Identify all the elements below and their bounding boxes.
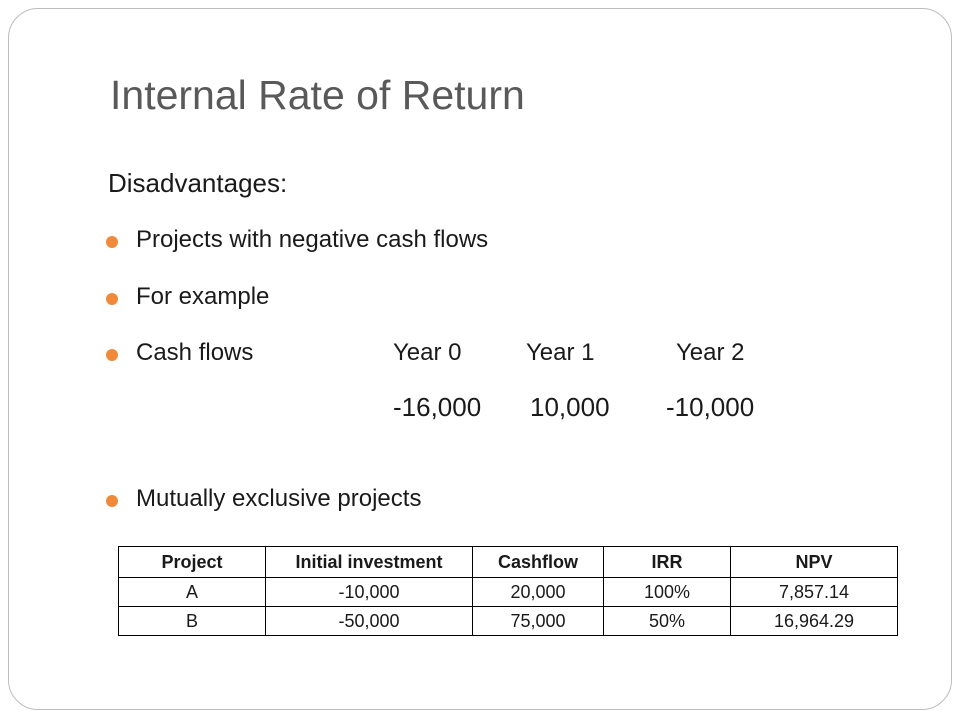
cell-cashflow: 20,000 <box>472 577 604 607</box>
cell-project: B <box>118 606 266 636</box>
cash-flows-bullet: Cash flows Year 0 Year 1 Year 2 <box>106 339 866 369</box>
section-heading: Disadvantages: <box>108 168 288 198</box>
year-0-label: Year 0 <box>393 339 462 366</box>
header-cashflow: Cashflow <box>472 546 604 578</box>
bullet-dot-icon <box>106 349 118 361</box>
header-initial-investment: Initial investment <box>265 546 473 578</box>
cell-npv: 16,964.29 <box>730 606 898 636</box>
year-1-label: Year 1 <box>526 339 595 366</box>
slide-title: Internal Rate of Return <box>110 72 525 118</box>
cell-npv: 7,857.14 <box>730 577 898 607</box>
year-2-value: -10,000 <box>666 392 755 422</box>
bullet-text: For example <box>136 283 270 310</box>
cell-irr: 50% <box>603 606 731 636</box>
cell-irr: 100% <box>603 577 731 607</box>
header-irr: IRR <box>603 546 731 578</box>
bullet-dot-icon <box>106 495 118 507</box>
header-npv: NPV <box>730 546 898 578</box>
cash-flows-label: Cash flows <box>136 339 254 366</box>
table-row: B -50,000 75,000 50% 16,964.29 <box>118 606 898 636</box>
cell-cashflow: 75,000 <box>472 606 604 636</box>
projects-table: Project Initial investment Cashflow IRR … <box>118 546 898 636</box>
table-row: A -10,000 20,000 100% 7,857.14 <box>118 577 898 607</box>
bullet-text: Mutually exclusive projects <box>136 485 422 512</box>
year-2-label: Year 2 <box>676 339 745 366</box>
cell-initial-investment: -10,000 <box>265 577 473 607</box>
bullet-dot-icon <box>106 293 118 305</box>
header-project: Project <box>118 546 266 578</box>
cell-project: A <box>118 577 266 607</box>
table-header-row: Project Initial investment Cashflow IRR … <box>118 546 898 578</box>
year-1-value: 10,000 <box>530 392 610 422</box>
bullet-text: Projects with negative cash flows <box>136 226 489 253</box>
cell-initial-investment: -50,000 <box>265 606 473 636</box>
year-0-value: -16,000 <box>393 392 482 422</box>
cash-flow-values: -16,000 10,000 -10,000 <box>0 392 960 426</box>
bullet-dot-icon <box>106 236 118 248</box>
